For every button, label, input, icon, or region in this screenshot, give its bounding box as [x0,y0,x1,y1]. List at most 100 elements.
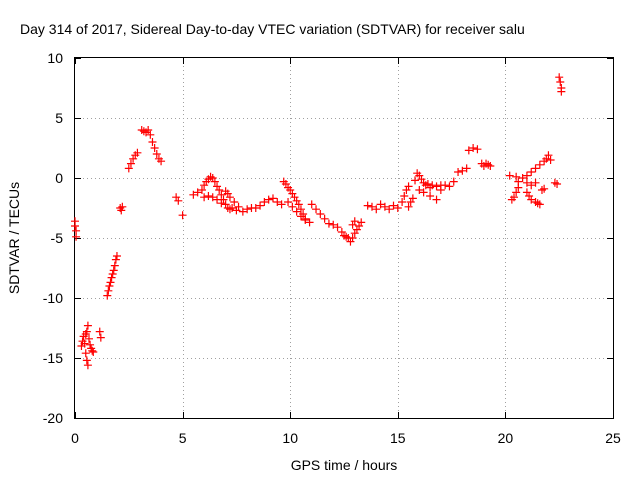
data-point [213,195,222,204]
data-point [527,181,536,190]
data-point [464,146,473,155]
data-point [230,198,239,206]
data-point [296,212,305,221]
data-point [251,204,260,212]
data-point [449,177,458,186]
data-point [110,261,119,270]
data-point [408,194,417,203]
data-point [200,193,209,202]
data-point [402,186,411,194]
data-point [189,190,198,199]
data-point [531,178,540,187]
data-point [350,217,359,226]
data-point [363,201,372,210]
data-point [312,205,321,214]
data-point [411,176,420,185]
x-axis-label: GPS time / hours [291,457,398,473]
data-point [324,219,333,228]
data-point [350,229,359,238]
y-tick-label: 5 [55,110,63,126]
data-point [107,273,116,282]
data-point [486,162,495,170]
x-tick-label: 5 [179,430,187,446]
data-point [72,232,81,241]
data-point [193,188,202,197]
data-point [535,160,544,169]
data-point [108,270,117,278]
data-point [208,174,217,182]
x-tick-label: 10 [282,430,298,446]
data-point [454,168,463,176]
data-point [555,73,564,82]
data-point [208,193,217,202]
data-point [522,178,531,187]
data-point [557,87,566,96]
data-point [86,340,95,349]
data-point [83,361,92,370]
data-point [348,234,357,242]
data-point [284,198,293,206]
plot-frame [74,57,614,419]
chart-title: Day 314 of 2017, Sidereal Day-to-day VTE… [20,21,525,37]
data-point [393,204,402,212]
data-point [419,188,428,197]
data-point [329,220,338,229]
data-point [469,144,478,152]
data-point [333,223,342,232]
data-point [458,166,467,175]
data-point [417,175,426,184]
data-point [268,194,277,203]
axis-ticks: 0 5 10 15 20 25 -20 -15 -10 -5 0 5 10 [43,50,621,446]
data-point [505,171,514,180]
data-point [512,172,521,181]
data-point [415,186,424,194]
data-point [148,138,157,146]
data-point [355,222,364,230]
data-point [215,186,224,194]
data-point [348,220,357,229]
data-point [197,186,206,194]
data-point [111,255,120,264]
y-tick-label: 10 [47,50,63,66]
data-point [525,192,534,200]
data-point [117,206,126,215]
data-point [556,78,565,86]
data-point [290,193,299,202]
data-point [213,182,222,191]
data-point [146,130,155,139]
data-point [352,225,361,234]
data-point [200,181,209,190]
data-point [531,164,540,173]
data-point [71,222,79,230]
data-point [546,156,555,164]
data-point [81,349,90,358]
data-point [109,266,118,275]
data-point [400,192,409,200]
data-point [264,195,273,204]
data-point [441,181,450,190]
data-point [537,186,546,194]
data-point [105,282,114,290]
data-point [553,180,562,188]
data-point [367,202,376,211]
x-tick-label: 0 [71,430,79,446]
data-point [550,178,559,187]
data-point [535,200,544,209]
data-point [106,278,115,287]
data-point [473,145,482,154]
data-point [112,252,121,260]
data-point [225,193,234,202]
data-point [527,195,536,204]
data-point [514,177,523,186]
data-point [139,127,148,136]
data-point [294,200,303,209]
data-point [292,196,301,205]
data-point [217,199,226,208]
data-point [88,346,97,355]
data-point [540,184,549,193]
data-point [288,189,297,198]
data-point [118,202,127,211]
data-point [404,202,413,211]
data-point [484,160,493,169]
